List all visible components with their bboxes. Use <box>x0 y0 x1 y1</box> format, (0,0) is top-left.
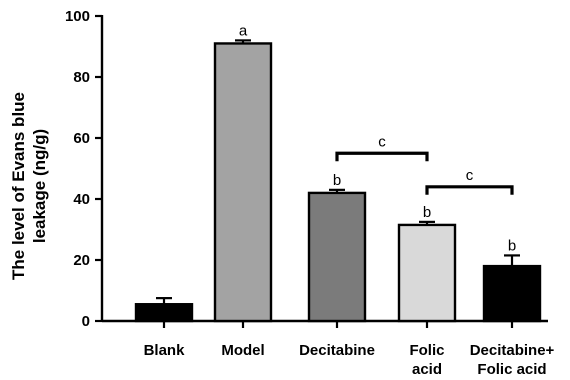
x-tick-label: Decitabine+ <box>470 342 555 359</box>
x-tick-label: Decitabine <box>299 342 375 359</box>
y-tick-label: 0 <box>82 313 90 330</box>
y-tick-label: 40 <box>73 191 90 208</box>
significance-letter: a <box>239 22 248 39</box>
bracket-label: c <box>378 133 386 150</box>
significance-letter: b <box>508 237 516 254</box>
bar <box>307 191 367 323</box>
y-tick-label: 80 <box>73 69 90 86</box>
bar <box>397 223 457 323</box>
bar <box>134 303 194 323</box>
x-tick-label: Model <box>221 342 264 359</box>
x-tick-label: Blank <box>144 342 186 359</box>
y-axis-title: The level of Evans blue leakage (ng/g) <box>9 92 49 280</box>
y-axis-title-line-1: The level of Evans blue <box>9 92 28 280</box>
significance-bracket <box>335 151 429 162</box>
y-tick-label: 20 <box>73 252 90 269</box>
bracket-label: c <box>466 167 474 184</box>
y-axis-title-line-2: leakage (ng/g) <box>30 129 49 243</box>
x-tick-label: acid <box>412 361 442 378</box>
y-tick-label: 60 <box>73 130 90 147</box>
bar <box>213 42 273 323</box>
significance-letter: b <box>423 204 431 221</box>
plot-area: 0 20 40 60 80 100 Blank Model a Decitabine b Folic a… <box>65 8 555 378</box>
bar <box>482 264 542 323</box>
x-tick-label: Folic <box>409 342 444 359</box>
x-tick-label: Folic acid <box>477 361 546 378</box>
y-tick-label: 100 <box>65 8 90 25</box>
significance-letter: b <box>333 172 341 189</box>
significance-bracket <box>425 185 514 195</box>
